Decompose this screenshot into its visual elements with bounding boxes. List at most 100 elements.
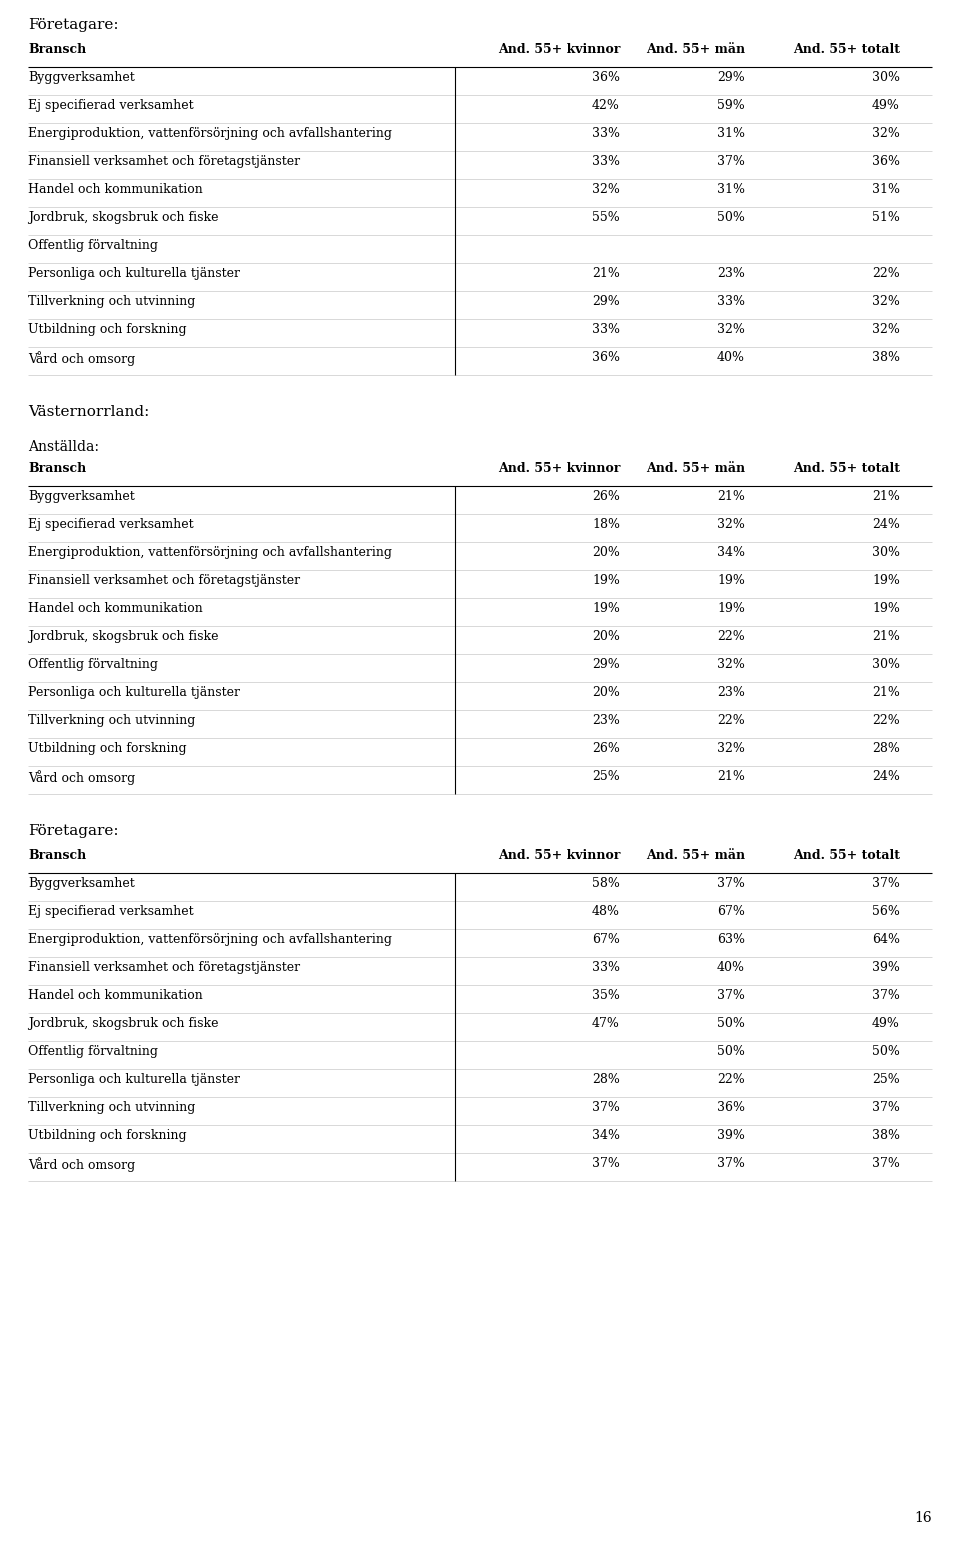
Text: 32%: 32%	[592, 184, 620, 196]
Text: 56%: 56%	[872, 906, 900, 918]
Text: 55%: 55%	[592, 211, 620, 224]
Text: Bransch: Bransch	[28, 461, 86, 475]
Text: 37%: 37%	[592, 1157, 620, 1170]
Text: Utbildning och forskning: Utbildning och forskning	[28, 742, 186, 755]
Text: 25%: 25%	[873, 1072, 900, 1086]
Text: 23%: 23%	[717, 687, 745, 699]
Text: 30%: 30%	[872, 657, 900, 671]
Text: 37%: 37%	[717, 876, 745, 890]
Text: 19%: 19%	[872, 602, 900, 616]
Text: 34%: 34%	[717, 546, 745, 559]
Text: Företagare:: Företagare:	[28, 19, 119, 32]
Text: 32%: 32%	[872, 127, 900, 140]
Text: 42%: 42%	[592, 99, 620, 113]
Text: 19%: 19%	[872, 574, 900, 586]
Text: Finansiell verksamhet och företagstjänster: Finansiell verksamhet och företagstjänst…	[28, 154, 300, 168]
Text: 34%: 34%	[592, 1129, 620, 1142]
Text: And. 55+ män: And. 55+ män	[646, 461, 745, 475]
Text: 21%: 21%	[872, 687, 900, 699]
Text: 47%: 47%	[592, 1017, 620, 1031]
Text: 28%: 28%	[872, 742, 900, 755]
Text: Vård och omsorg: Vård och omsorg	[28, 1157, 135, 1171]
Text: 26%: 26%	[592, 742, 620, 755]
Text: Tillverkning och utvinning: Tillverkning och utvinning	[28, 714, 196, 727]
Text: 40%: 40%	[717, 350, 745, 364]
Text: 37%: 37%	[872, 1157, 900, 1170]
Text: 21%: 21%	[717, 491, 745, 503]
Text: 22%: 22%	[717, 630, 745, 643]
Text: 24%: 24%	[872, 518, 900, 531]
Text: Offentlig förvaltning: Offentlig förvaltning	[28, 1045, 158, 1058]
Text: Bransch: Bransch	[28, 43, 86, 56]
Text: And. 55+ män: And. 55+ män	[646, 849, 745, 863]
Text: 29%: 29%	[592, 295, 620, 309]
Text: 21%: 21%	[717, 770, 745, 782]
Text: 32%: 32%	[717, 322, 745, 336]
Text: 63%: 63%	[717, 934, 745, 946]
Text: 33%: 33%	[592, 961, 620, 974]
Text: 30%: 30%	[872, 71, 900, 83]
Text: 23%: 23%	[717, 267, 745, 279]
Text: Finansiell verksamhet och företagstjänster: Finansiell verksamhet och företagstjänst…	[28, 961, 300, 974]
Text: Handel och kommunikation: Handel och kommunikation	[28, 184, 203, 196]
Text: Offentlig förvaltning: Offentlig förvaltning	[28, 239, 158, 252]
Text: 58%: 58%	[592, 876, 620, 890]
Text: 33%: 33%	[592, 127, 620, 140]
Text: Jordbruk, skogsbruk och fiske: Jordbruk, skogsbruk och fiske	[28, 1017, 219, 1031]
Text: 21%: 21%	[592, 267, 620, 279]
Text: 20%: 20%	[592, 630, 620, 643]
Text: Ej specifierad verksamhet: Ej specifierad verksamhet	[28, 906, 194, 918]
Text: Energiproduktion, vattenförsörjning och avfallshantering: Energiproduktion, vattenförsörjning och …	[28, 934, 392, 946]
Text: 19%: 19%	[717, 574, 745, 586]
Text: Ej specifierad verksamhet: Ej specifierad verksamhet	[28, 518, 194, 531]
Text: 32%: 32%	[717, 657, 745, 671]
Text: Jordbruk, skogsbruk och fiske: Jordbruk, skogsbruk och fiske	[28, 211, 219, 224]
Text: 36%: 36%	[717, 1102, 745, 1114]
Text: 40%: 40%	[717, 961, 745, 974]
Text: Personliga och kulturella tjänster: Personliga och kulturella tjänster	[28, 267, 240, 279]
Text: 51%: 51%	[872, 211, 900, 224]
Text: Byggverksamhet: Byggverksamhet	[28, 71, 134, 83]
Text: 37%: 37%	[872, 989, 900, 1001]
Text: And. 55+ kvinnor: And. 55+ kvinnor	[497, 461, 620, 475]
Text: Västernorrland:: Västernorrland:	[28, 404, 150, 420]
Text: 24%: 24%	[872, 770, 900, 782]
Text: 36%: 36%	[592, 350, 620, 364]
Text: 18%: 18%	[592, 518, 620, 531]
Text: 50%: 50%	[872, 1045, 900, 1058]
Text: Byggverksamhet: Byggverksamhet	[28, 876, 134, 890]
Text: 50%: 50%	[717, 1045, 745, 1058]
Text: 37%: 37%	[872, 876, 900, 890]
Text: 37%: 37%	[592, 1102, 620, 1114]
Text: 49%: 49%	[872, 99, 900, 113]
Text: 39%: 39%	[717, 1129, 745, 1142]
Text: 20%: 20%	[592, 546, 620, 559]
Text: 59%: 59%	[717, 99, 745, 113]
Text: 37%: 37%	[717, 989, 745, 1001]
Text: 49%: 49%	[872, 1017, 900, 1031]
Text: 31%: 31%	[717, 184, 745, 196]
Text: 32%: 32%	[717, 742, 745, 755]
Text: 35%: 35%	[592, 989, 620, 1001]
Text: 50%: 50%	[717, 211, 745, 224]
Text: Företagare:: Företagare:	[28, 824, 119, 838]
Text: And. 55+ kvinnor: And. 55+ kvinnor	[497, 43, 620, 56]
Text: Personliga och kulturella tjänster: Personliga och kulturella tjänster	[28, 687, 240, 699]
Text: 32%: 32%	[717, 518, 745, 531]
Text: 30%: 30%	[872, 546, 900, 559]
Text: 19%: 19%	[592, 574, 620, 586]
Text: 33%: 33%	[592, 322, 620, 336]
Text: 67%: 67%	[717, 906, 745, 918]
Text: And. 55+ totalt: And. 55+ totalt	[793, 43, 900, 56]
Text: Vård och omsorg: Vård och omsorg	[28, 770, 135, 785]
Text: Jordbruk, skogsbruk och fiske: Jordbruk, skogsbruk och fiske	[28, 630, 219, 643]
Text: 22%: 22%	[873, 267, 900, 279]
Text: And. 55+ män: And. 55+ män	[646, 43, 745, 56]
Text: 21%: 21%	[872, 630, 900, 643]
Text: Tillverkning och utvinning: Tillverkning och utvinning	[28, 1102, 196, 1114]
Text: 22%: 22%	[717, 1072, 745, 1086]
Text: Energiproduktion, vattenförsörjning och avfallshantering: Energiproduktion, vattenförsörjning och …	[28, 546, 392, 559]
Text: 38%: 38%	[872, 350, 900, 364]
Text: 37%: 37%	[872, 1102, 900, 1114]
Text: 31%: 31%	[717, 127, 745, 140]
